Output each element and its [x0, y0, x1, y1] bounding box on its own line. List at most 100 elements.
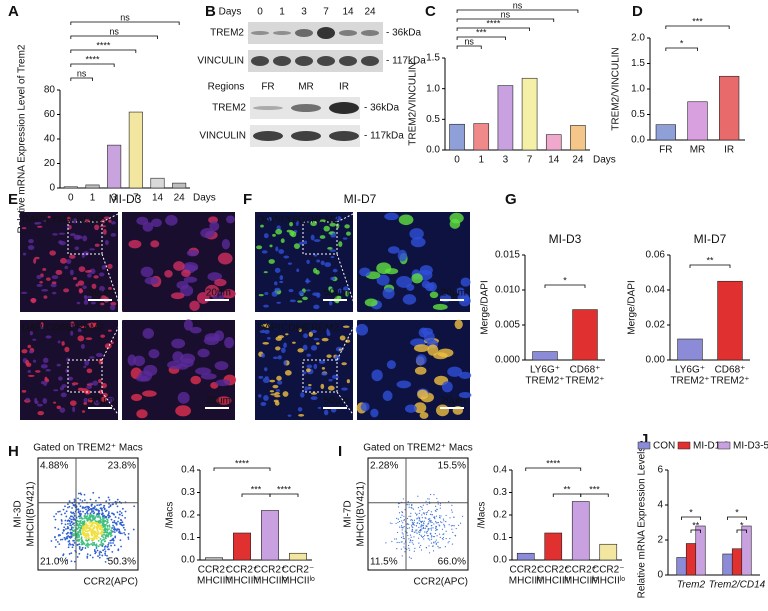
event: [71, 512, 73, 515]
cell: [33, 258, 37, 264]
event: [84, 506, 87, 509]
event: [84, 515, 86, 518]
y-axis-label: TREM2/VINCULIN: [408, 62, 419, 145]
bar: [233, 532, 251, 561]
event: [108, 528, 110, 530]
event: [420, 534, 422, 536]
event: [79, 498, 82, 501]
event: [93, 511, 96, 514]
event: [451, 543, 454, 545]
cell: [67, 376, 74, 381]
cell: [181, 269, 191, 277]
event: [437, 521, 439, 524]
stain-label: DAPI: [257, 323, 280, 334]
cell: [313, 337, 320, 341]
significance-bracket: [689, 264, 731, 268]
cell: [344, 224, 350, 229]
event: [436, 529, 438, 531]
event: [83, 507, 86, 509]
cell: [28, 350, 34, 354]
event: [92, 527, 95, 529]
event: [448, 540, 450, 543]
event: [103, 507, 106, 510]
event: [118, 531, 120, 534]
event: [103, 540, 106, 543]
event: [98, 527, 101, 530]
x-tick-label: TREM2⁺: [670, 376, 709, 387]
event: [421, 506, 423, 508]
cell: [272, 356, 279, 360]
cell: [200, 228, 215, 239]
event: [110, 530, 113, 532]
event: [401, 511, 404, 514]
cell: [77, 335, 85, 342]
event: [104, 552, 106, 555]
event: [90, 504, 93, 507]
cell: [297, 300, 303, 303]
y-axis-label: Merge/DAPI: [627, 280, 638, 334]
significance-bracket: [456, 45, 482, 49]
cell: [110, 233, 117, 237]
event: [89, 554, 92, 557]
event: [104, 550, 107, 553]
cell: [32, 359, 37, 363]
event: [398, 541, 400, 544]
event: [424, 527, 427, 529]
event: [66, 532, 69, 535]
event: [451, 504, 453, 506]
quadrant-percent: 4.88%: [40, 461, 68, 472]
event: [103, 504, 106, 507]
cell: [32, 338, 37, 341]
inset-box: [302, 359, 338, 393]
cell: [260, 224, 264, 228]
significance-label: ****: [85, 54, 100, 64]
cell: [274, 281, 278, 286]
event: [427, 523, 430, 525]
cell: [88, 356, 95, 359]
cell: [458, 371, 472, 379]
event: [73, 541, 76, 544]
cell: [25, 359, 30, 366]
event: [94, 520, 97, 522]
event: [112, 542, 114, 544]
bar: [570, 125, 586, 151]
event: [112, 538, 115, 541]
event: [117, 517, 120, 519]
stain-label: TREM2: [70, 323, 104, 334]
event: [101, 554, 104, 557]
cell: [183, 319, 193, 331]
event: [58, 510, 61, 513]
event: [398, 512, 401, 514]
quadrant-percent: 2.28%: [370, 461, 398, 472]
cell: [275, 246, 279, 252]
cell: [274, 394, 281, 398]
event: [71, 515, 73, 518]
cell: [73, 234, 81, 240]
event: [411, 542, 413, 544]
event: [406, 517, 409, 520]
event: [403, 543, 405, 545]
cell: [37, 225, 43, 228]
cell: [36, 283, 43, 287]
cell: [85, 337, 93, 341]
blot-lane-label: 24: [364, 7, 376, 18]
cell: [313, 363, 318, 370]
cell: [320, 260, 325, 266]
significance-label: ***: [589, 484, 600, 494]
blot-band: [361, 56, 379, 66]
event: [425, 531, 427, 533]
event: [119, 539, 122, 541]
cell: [45, 277, 51, 281]
cell: [384, 268, 399, 275]
stain-label: CD68: [281, 323, 307, 334]
cell: [179, 353, 196, 364]
cell: [216, 396, 232, 405]
event: [429, 539, 431, 541]
event: [412, 526, 414, 529]
event: [59, 534, 62, 537]
event: [98, 552, 101, 554]
cell: [304, 386, 308, 393]
event: [445, 530, 447, 532]
cell: [382, 390, 393, 402]
event: [85, 526, 88, 529]
